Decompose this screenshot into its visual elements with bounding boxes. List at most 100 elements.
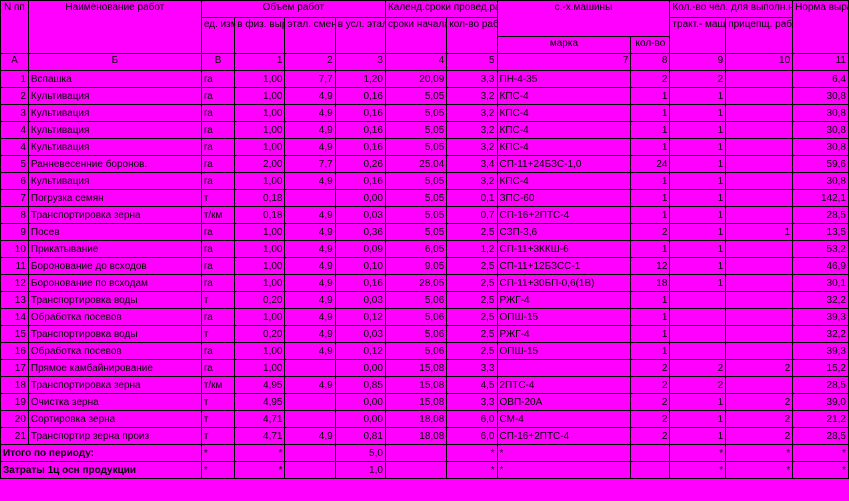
cell	[726, 343, 793, 360]
cell: га	[201, 360, 234, 377]
table-row: 16Обработка посевовга1,004,90,125,062,5О…	[1, 343, 849, 360]
cell	[726, 122, 793, 139]
cell: га	[201, 71, 234, 88]
cell: СП-11+3ККШ-6	[497, 241, 631, 258]
cell: 5,05	[385, 105, 446, 122]
cell: КПС-4	[497, 88, 631, 105]
cell: 2	[631, 394, 670, 411]
cell: 0,00	[335, 411, 385, 428]
cell: 1	[631, 292, 670, 309]
cell: 1	[670, 241, 726, 258]
cell: 5,05	[385, 88, 446, 105]
cell: га	[201, 156, 234, 173]
cell: 4,9	[285, 309, 335, 326]
cell: га	[201, 173, 234, 190]
cell: 15,08	[385, 360, 446, 377]
cell: 24	[631, 156, 670, 173]
cell: 39,3	[793, 309, 849, 326]
cell: 28,5	[793, 377, 849, 394]
cell: Прикатывание	[28, 241, 201, 258]
col-letter: 7	[497, 54, 631, 71]
cell: 28,5	[793, 207, 849, 224]
cell: 2,5	[447, 224, 497, 241]
cell: 0,12	[335, 343, 385, 360]
cell: 3,2	[447, 139, 497, 156]
cell: 0,7	[447, 207, 497, 224]
col-letter: А	[1, 54, 29, 71]
cell: га	[201, 105, 234, 122]
cell: т/км	[201, 377, 234, 394]
cell: 1	[726, 224, 793, 241]
cell: 4,95	[235, 394, 285, 411]
cell	[726, 258, 793, 275]
cell: 1	[670, 190, 726, 207]
cell: 4,71	[235, 428, 285, 445]
cell: 15,08	[385, 394, 446, 411]
table-row: 11Боронование до всходовга1,004,90,109,0…	[1, 258, 849, 275]
cell: 1,00	[235, 309, 285, 326]
cell	[285, 190, 335, 207]
cell: 1	[631, 122, 670, 139]
cell: 0,16	[335, 139, 385, 156]
table-row: 19Очистка зернат4,950,0015,083,3ОВП-20А2…	[1, 394, 849, 411]
cell: 1	[670, 88, 726, 105]
hdr-group-machines: с.-х.машины	[497, 1, 670, 37]
cell: 2	[631, 224, 670, 241]
cell: Обработка посевов	[28, 309, 201, 326]
cell: 4,9	[285, 343, 335, 360]
total-cell: *	[235, 462, 285, 479]
cell: 3,4	[447, 156, 497, 173]
cell: ОПШ-15	[497, 309, 631, 326]
cell: 1	[670, 122, 726, 139]
table-row: 2Культивацияга1,004,90,165,053,2КПС-4113…	[1, 88, 849, 105]
cell: 12	[1, 275, 29, 292]
cell: 30,8	[793, 122, 849, 139]
cell: 0,16	[335, 88, 385, 105]
cell: 4,9	[285, 428, 335, 445]
column-letters-row: АБВ123457891011	[1, 54, 849, 71]
table-row: 17Прямое камбайнированиега1,000,0015,083…	[1, 360, 849, 377]
cell: 9	[1, 224, 29, 241]
total-cell	[285, 462, 335, 479]
table-row: 15Транспортировка водыт0,204,90,035,062,…	[1, 326, 849, 343]
cell: 9,05	[385, 258, 446, 275]
cell: 10	[1, 241, 29, 258]
total-cell: *	[670, 462, 726, 479]
cell: 1	[670, 394, 726, 411]
cell: Транспортировка зерна	[28, 207, 201, 224]
cell: 1,2	[447, 241, 497, 258]
total-cell: *	[201, 445, 234, 462]
total-cell: *	[670, 445, 726, 462]
cell: 1,00	[235, 275, 285, 292]
cell: т	[201, 190, 234, 207]
cell: 1,00	[235, 88, 285, 105]
cell: 2,00	[235, 156, 285, 173]
total-cell	[631, 445, 670, 462]
total-label: Итого по периоду:	[1, 445, 202, 462]
hdr-etal: этал. смен. выра-ботка	[285, 18, 335, 54]
cell: 7,7	[285, 71, 335, 88]
cell	[670, 343, 726, 360]
cell: 18	[631, 275, 670, 292]
cell: 14	[1, 309, 29, 326]
cell: 2	[631, 377, 670, 394]
cell: 18,08	[385, 411, 446, 428]
cell: 0,09	[335, 241, 385, 258]
data-table: N пп Наименование работ Объем работ Кале…	[0, 0, 849, 479]
cell: 30,8	[793, 139, 849, 156]
cell: 3,2	[447, 88, 497, 105]
table-row: 8Транспортировка зернат/км0,184,90,035,0…	[1, 207, 849, 224]
cell: 4,9	[285, 207, 335, 224]
col-letter: 3	[335, 54, 385, 71]
cell: 3,2	[447, 105, 497, 122]
cell: т	[201, 394, 234, 411]
cell: 3,2	[447, 173, 497, 190]
col-letter: 1	[235, 54, 285, 71]
cell: РЖГ-4	[497, 326, 631, 343]
cell: га	[201, 275, 234, 292]
cell: 1	[670, 275, 726, 292]
cell	[726, 241, 793, 258]
cell	[670, 326, 726, 343]
table-row: 21Транспортир зерна произт4,714,90,8118,…	[1, 428, 849, 445]
cell: 1	[670, 428, 726, 445]
